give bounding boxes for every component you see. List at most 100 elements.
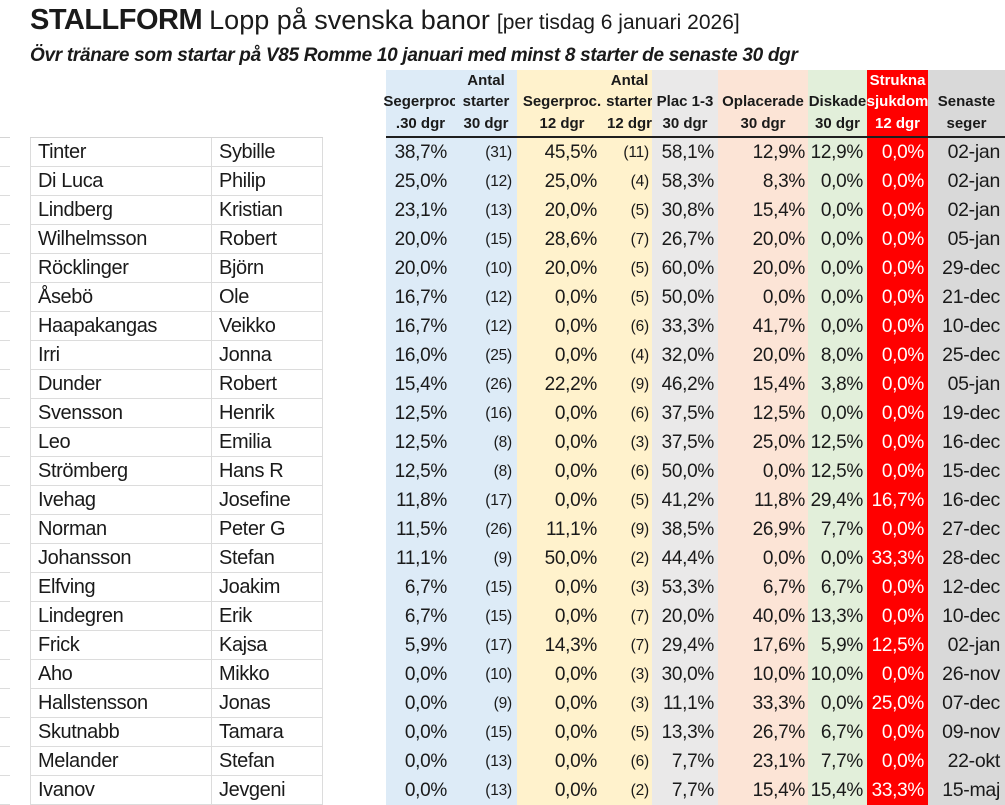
row-gap2 xyxy=(323,370,386,399)
row-gap xyxy=(10,428,30,457)
title-text: Lopp på svenska banor xyxy=(209,5,490,35)
row-stub xyxy=(0,167,10,196)
row-gap2 xyxy=(323,718,386,747)
cell-antal-starter-30: (31) xyxy=(455,138,517,167)
row-stub xyxy=(0,341,10,370)
cell-firstname: Veikko xyxy=(212,312,323,341)
row-gap xyxy=(10,573,30,602)
cell-oplacerade-30: 41,7% xyxy=(718,312,808,341)
row-gap xyxy=(10,515,30,544)
cell-firstname: Josefine xyxy=(212,486,323,515)
cell-firstname: Stefan xyxy=(212,544,323,573)
row-stub xyxy=(0,631,10,660)
cell-firstname: Peter G xyxy=(212,515,323,544)
cell-oplacerade-30: 40,0% xyxy=(718,602,808,631)
cell-strukna-sjukdom-12: 0,0% xyxy=(867,602,928,631)
cell-antal-starter-30: (15) xyxy=(455,602,517,631)
cell-firstname: Robert xyxy=(212,225,323,254)
cell-diskade-30: 0,0% xyxy=(808,225,867,254)
cell-segerproc-12: 0,0% xyxy=(517,486,607,515)
cell-antal-starter-12: (7) xyxy=(607,602,652,631)
cell-segerproc-30: 23,1% xyxy=(386,196,455,225)
cell-lastname: Lindegren xyxy=(30,602,212,631)
cell-diskade-30: 0,0% xyxy=(808,254,867,283)
cell-senaste-seger: 15-maj xyxy=(928,776,1005,805)
col-header-line: starter xyxy=(462,93,510,110)
col-header-segerproc-30: Segerproc .30 dgr xyxy=(383,70,458,138)
col-header-plac-1-3-30: Plac 1-3 30 dgr xyxy=(652,70,718,138)
row-gap xyxy=(10,660,30,689)
row-gap2 xyxy=(323,457,386,486)
col-header-line: Oplacerade xyxy=(722,93,804,110)
cell-strukna-sjukdom-12: 0,0% xyxy=(867,660,928,689)
cell-antal-starter-12: (6) xyxy=(607,399,652,428)
cell-antal-starter-12: (9) xyxy=(607,370,652,399)
cell-senaste-seger: 29-dec xyxy=(928,254,1005,283)
stallform-table: Segerproc .30 dgr Antal starter 30 dgr Segerp… xyxy=(0,70,1005,805)
cell-segerproc-12: 22,2% xyxy=(517,370,607,399)
cell-firstname: Stefan xyxy=(212,747,323,776)
row-gap2 xyxy=(323,747,386,776)
col-header-line: Senaste xyxy=(937,93,996,110)
cell-lastname: Haapakangas xyxy=(30,312,212,341)
cell-segerproc-12: 45,5% xyxy=(517,138,607,167)
col-header-line: seger xyxy=(946,114,987,132)
row-stub xyxy=(0,370,10,399)
cell-antal-starter-30: (15) xyxy=(455,573,517,602)
cell-diskade-30: 10,0% xyxy=(808,660,867,689)
cell-antal-starter-30: (26) xyxy=(455,370,517,399)
cell-lastname: Strömberg xyxy=(30,457,212,486)
cell-segerproc-30: 12,5% xyxy=(386,457,455,486)
cell-senaste-seger: 05-jan xyxy=(928,225,1005,254)
cell-antal-starter-12: (9) xyxy=(607,515,652,544)
row-gap xyxy=(10,138,30,167)
col-header-line: 12 dgr xyxy=(539,114,585,132)
cell-oplacerade-30: 25,0% xyxy=(718,428,808,457)
row-stub xyxy=(0,486,10,515)
col-header-line: 30 dgr xyxy=(740,114,786,132)
cell-oplacerade-30: 10,0% xyxy=(718,660,808,689)
cell-senaste-seger: 16-dec xyxy=(928,428,1005,457)
cell-senaste-seger: 12-dec xyxy=(928,573,1005,602)
cell-senaste-seger: 02-jan xyxy=(928,167,1005,196)
cell-antal-starter-12: (11) xyxy=(607,138,652,167)
cell-antal-starter-30: (9) xyxy=(455,544,517,573)
cell-antal-starter-30: (8) xyxy=(455,428,517,457)
cell-firstname: Henrik xyxy=(212,399,323,428)
row-gap2 xyxy=(323,399,386,428)
cell-diskade-30: 6,7% xyxy=(808,573,867,602)
cell-senaste-seger: 16-dec xyxy=(928,486,1005,515)
corner-stub-header xyxy=(0,70,10,138)
cell-segerproc-30: 0,0% xyxy=(386,660,455,689)
cell-antal-starter-12: (3) xyxy=(607,689,652,718)
cell-plac-1-3-30: 50,0% xyxy=(652,457,718,486)
cell-diskade-30: 0,0% xyxy=(808,544,867,573)
cell-antal-starter-30: (10) xyxy=(455,254,517,283)
row-gap2 xyxy=(323,689,386,718)
cell-diskade-30: 3,8% xyxy=(808,370,867,399)
cell-antal-starter-12: (5) xyxy=(607,486,652,515)
cell-strukna-sjukdom-12: 16,7% xyxy=(867,486,928,515)
row-gap xyxy=(10,399,30,428)
cell-strukna-sjukdom-12: 0,0% xyxy=(867,457,928,486)
col-header-line: 30 dgr xyxy=(814,114,860,132)
cell-diskade-30: 12,5% xyxy=(808,428,867,457)
cell-diskade-30: 0,0% xyxy=(808,399,867,428)
cell-strukna-sjukdom-12: 25,0% xyxy=(867,689,928,718)
cell-lastname: Aho xyxy=(30,660,212,689)
col-header-line: starter xyxy=(606,93,653,110)
row-gap xyxy=(10,341,30,370)
cell-segerproc-12: 0,0% xyxy=(517,573,607,602)
row-gap2 xyxy=(323,515,386,544)
col-header-segerproc-12: Segerproc. 12 dgr xyxy=(517,70,607,138)
cell-strukna-sjukdom-12: 0,0% xyxy=(867,167,928,196)
cell-antal-starter-30: (13) xyxy=(455,196,517,225)
cell-plac-1-3-30: 44,4% xyxy=(652,544,718,573)
cell-strukna-sjukdom-12: 0,0% xyxy=(867,370,928,399)
cell-antal-starter-30: (13) xyxy=(455,747,517,776)
cell-firstname: Mikko xyxy=(212,660,323,689)
cell-senaste-seger: 10-dec xyxy=(928,312,1005,341)
cell-lastname: Skutnabb xyxy=(30,718,212,747)
cell-firstname: Tamara xyxy=(212,718,323,747)
col-header-line: 30 dgr xyxy=(662,114,708,132)
